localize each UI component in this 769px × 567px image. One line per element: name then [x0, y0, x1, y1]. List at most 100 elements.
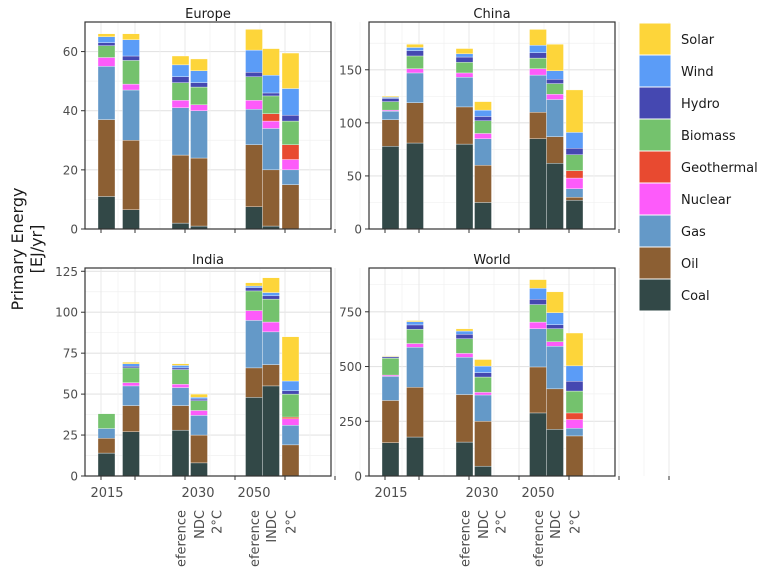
bar-segment-europe-0-nuclear — [97, 57, 116, 67]
bar-segment-europe-0-hydro — [97, 42, 116, 46]
bar-segment-china-4-coal — [529, 138, 547, 230]
bar-segment-china-5-oil — [546, 136, 564, 164]
bar-segment-china-4-gas — [529, 74, 547, 113]
y-tick-label: 50 — [63, 388, 78, 402]
bar-segment-china-4-oil — [529, 112, 547, 139]
bar-segment-china-3-hydro — [474, 116, 492, 121]
bar-segment-europe-5-gas — [262, 128, 280, 171]
legend-swatch-oil — [638, 246, 672, 280]
y-tick-label: 250 — [339, 415, 362, 429]
x-scenario-label: INDC — [265, 510, 280, 543]
bar-segment-europe-3-biomass — [190, 86, 208, 105]
bar-segment-india-2-coal — [171, 429, 190, 477]
bar-segment-china-5-nuclear — [546, 94, 564, 100]
bar-segment-india-3-gas — [190, 415, 208, 436]
bar-segment-world-4-solar — [529, 279, 547, 289]
bar-segment-india-0-coal — [97, 452, 116, 477]
legend-label-nuclear: Nuclear — [681, 193, 732, 208]
bar-segment-world-6-hydro — [565, 381, 584, 392]
bar-segment-india-3-hydro — [190, 398, 208, 401]
bar-segment-china-3-oil — [474, 165, 492, 203]
bar-segment-world-3-solar — [474, 359, 492, 367]
y-tick-label: 150 — [339, 63, 362, 77]
x-year-label: 2015 — [90, 486, 123, 501]
bar-segment-world-6-biomass — [565, 390, 584, 414]
bar-segment-world-6-wind — [565, 365, 584, 382]
bar-segment-world-6-gas — [565, 428, 584, 437]
bar-segment-europe-4-oil — [245, 144, 263, 207]
bar-segment-china-6-biomass — [565, 154, 584, 171]
bar-segment-china-4-solar — [529, 29, 547, 46]
legend-label-gas: Gas — [681, 225, 706, 240]
legend-swatch-geothermal — [638, 150, 672, 184]
legend-label-solar: Solar — [681, 33, 715, 48]
bar-segment-india-2-solar — [171, 363, 190, 366]
bar-segment-india-3-coal — [190, 462, 208, 477]
y-tick-label: 40 — [63, 104, 78, 118]
bar-segment-india-5-biomass — [262, 298, 280, 323]
bar-segment-world-3-hydro — [474, 372, 492, 378]
bar-segment-world-4-oil — [529, 366, 547, 414]
bar-segment-india-3-oil — [190, 434, 208, 464]
bar-segment-world-2-solar — [455, 328, 474, 332]
x-scenario-label: 2°C — [211, 510, 226, 534]
bar-segment-world-1-nuclear — [406, 343, 424, 348]
bar-segment-china-0-coal — [381, 146, 400, 230]
x-year-label: 2030 — [181, 486, 214, 501]
bar-segment-india-1-gas — [122, 385, 140, 406]
bar-segment-china-6-geothermal — [565, 170, 584, 179]
bar-segment-europe-1-biomass — [122, 60, 140, 85]
bar-segment-china-0-solar — [381, 96, 400, 98]
bar-segment-china-6-oil — [565, 196, 584, 201]
bar-segment-china-5-gas — [546, 99, 564, 137]
bar-segment-europe-5-biomass — [262, 95, 280, 114]
bar-segment-india-0-gas — [97, 428, 116, 439]
bar-segment-china-2-gas — [455, 77, 474, 108]
bar-segment-india-1-oil — [122, 405, 140, 432]
bar-segment-china-1-oil — [406, 102, 424, 144]
bar-segment-india-3-nuclear — [190, 410, 208, 416]
bar-segment-china-4-biomass — [529, 57, 547, 69]
bar-segment-europe-2-hydro — [171, 76, 190, 83]
bar-segment-india-4-gas — [245, 320, 263, 369]
bar-segment-europe-4-hydro — [245, 72, 263, 77]
bar-segment-china-6-wind — [565, 132, 584, 149]
legend-swatch-wind — [638, 54, 672, 88]
bar-segment-europe-3-oil — [190, 157, 208, 227]
bar-segment-china-1-hydro — [406, 50, 424, 57]
bar-segment-india-1-coal — [122, 431, 140, 477]
bar-segment-europe-3-nuclear — [190, 104, 208, 111]
bar-segment-europe-4-biomass — [245, 76, 263, 101]
x-scenario-label: 2°C — [285, 510, 300, 534]
bar-segment-india-4-solar — [245, 282, 263, 287]
bar-segment-world-5-nuclear — [546, 341, 564, 347]
bar-segment-europe-5-oil — [262, 169, 280, 227]
bar-segment-india-1-wind — [122, 363, 140, 367]
bar-segment-china-6-gas — [565, 188, 584, 198]
bar-segment-world-1-biomass — [406, 329, 424, 344]
bar-segment-china-0-hydro — [381, 98, 400, 102]
bar-segment-china-3-gas — [474, 138, 492, 166]
bar-segment-europe-2-nuclear — [171, 100, 190, 108]
bar-segment-india-5-wind — [262, 292, 280, 297]
x-year-label: 2050 — [521, 486, 554, 501]
bar-segment-europe-4-nuclear — [245, 100, 263, 110]
bar-segment-world-4-nuclear — [529, 321, 547, 329]
bar-segment-world-1-oil — [406, 387, 424, 438]
bar-segment-europe-6-wind — [281, 88, 300, 116]
bar-segment-europe-6-hydro — [281, 114, 300, 122]
bar-segment-india-1-solar — [122, 361, 140, 364]
y-tick-label: 100 — [339, 116, 362, 130]
bar-segment-world-0-oil — [381, 400, 400, 443]
bar-segment-world-3-gas — [474, 394, 492, 422]
y-tick-label: 60 — [63, 45, 78, 59]
legend-label-oil: Oil — [681, 257, 698, 272]
bar-segment-india-3-wind — [190, 397, 208, 400]
bar-segment-europe-5-hydro — [262, 92, 280, 97]
x-scenario-label: NDC — [477, 510, 492, 539]
bar-segment-india-2-oil — [171, 405, 190, 431]
bar-segment-europe-1-oil — [122, 140, 140, 210]
bar-segment-europe-3-wind — [190, 70, 208, 83]
bar-segment-europe-2-oil — [171, 154, 190, 224]
bar-segment-world-3-wind — [474, 365, 492, 373]
